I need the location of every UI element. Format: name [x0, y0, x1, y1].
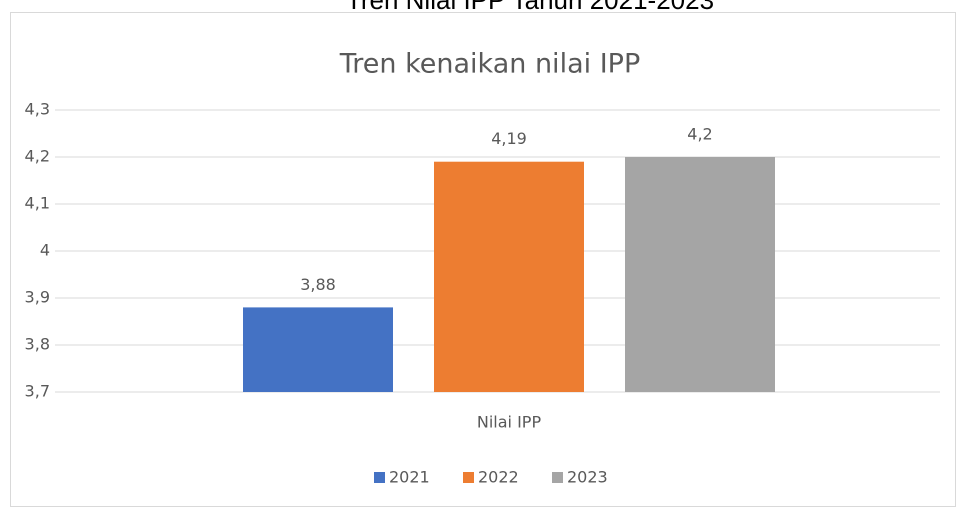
legend-swatch — [374, 472, 385, 483]
legend-label: 2021 — [389, 468, 430, 487]
x-tick-label: Nilai IPP — [477, 413, 542, 432]
data-label: 4,2 — [687, 125, 712, 144]
y-tick-label: 4,1 — [25, 194, 50, 213]
y-tick-label: 3,9 — [25, 288, 50, 307]
legend-swatch — [463, 472, 474, 483]
y-tick-label: 4 — [40, 241, 50, 260]
bar — [434, 161, 584, 392]
y-tick-label: 4,2 — [25, 147, 50, 166]
y-tick-label: 3,8 — [25, 335, 50, 354]
chart-title: Tren kenaikan nilai IPP — [339, 49, 640, 80]
legend-label: 2023 — [567, 468, 608, 487]
page-title: Tren Nilai IPP Tahun 2021-2023 — [346, 0, 714, 15]
bar — [625, 157, 775, 392]
y-tick-label: 4,3 — [25, 100, 50, 119]
data-label: 4,19 — [491, 129, 527, 148]
data-label: 3,88 — [300, 275, 336, 294]
y-tick-label: 3,7 — [25, 382, 50, 401]
bar — [243, 307, 393, 392]
legend-label: 2022 — [478, 468, 519, 487]
legend-swatch — [552, 472, 563, 483]
